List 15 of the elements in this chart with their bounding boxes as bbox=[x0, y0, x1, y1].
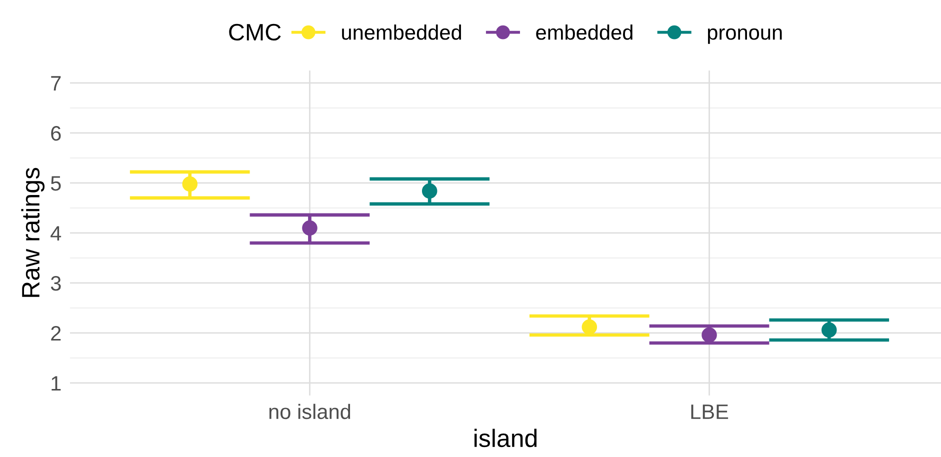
y-tick-label: 6 bbox=[51, 126, 61, 141]
y-tick-label: 1 bbox=[52, 376, 61, 391]
y-tick-label: 3 bbox=[50, 276, 61, 291]
y-tick-label: 4 bbox=[50, 226, 62, 241]
x-tick-label: no island bbox=[269, 404, 350, 420]
y-tick-label: 7 bbox=[51, 76, 61, 91]
legend-title: CMC bbox=[229, 24, 281, 41]
x-axis-title: island bbox=[474, 428, 537, 448]
legend-label: embedded bbox=[536, 24, 632, 40]
y-tick-label: 2 bbox=[51, 326, 61, 341]
legend-label: unembedded bbox=[342, 24, 462, 40]
x-tick-label: LBE bbox=[691, 404, 728, 419]
y-axis-title: Raw ratings bbox=[21, 168, 45, 297]
y-tick-label: 5 bbox=[50, 176, 61, 191]
legend-label: pronoun bbox=[708, 28, 782, 44]
